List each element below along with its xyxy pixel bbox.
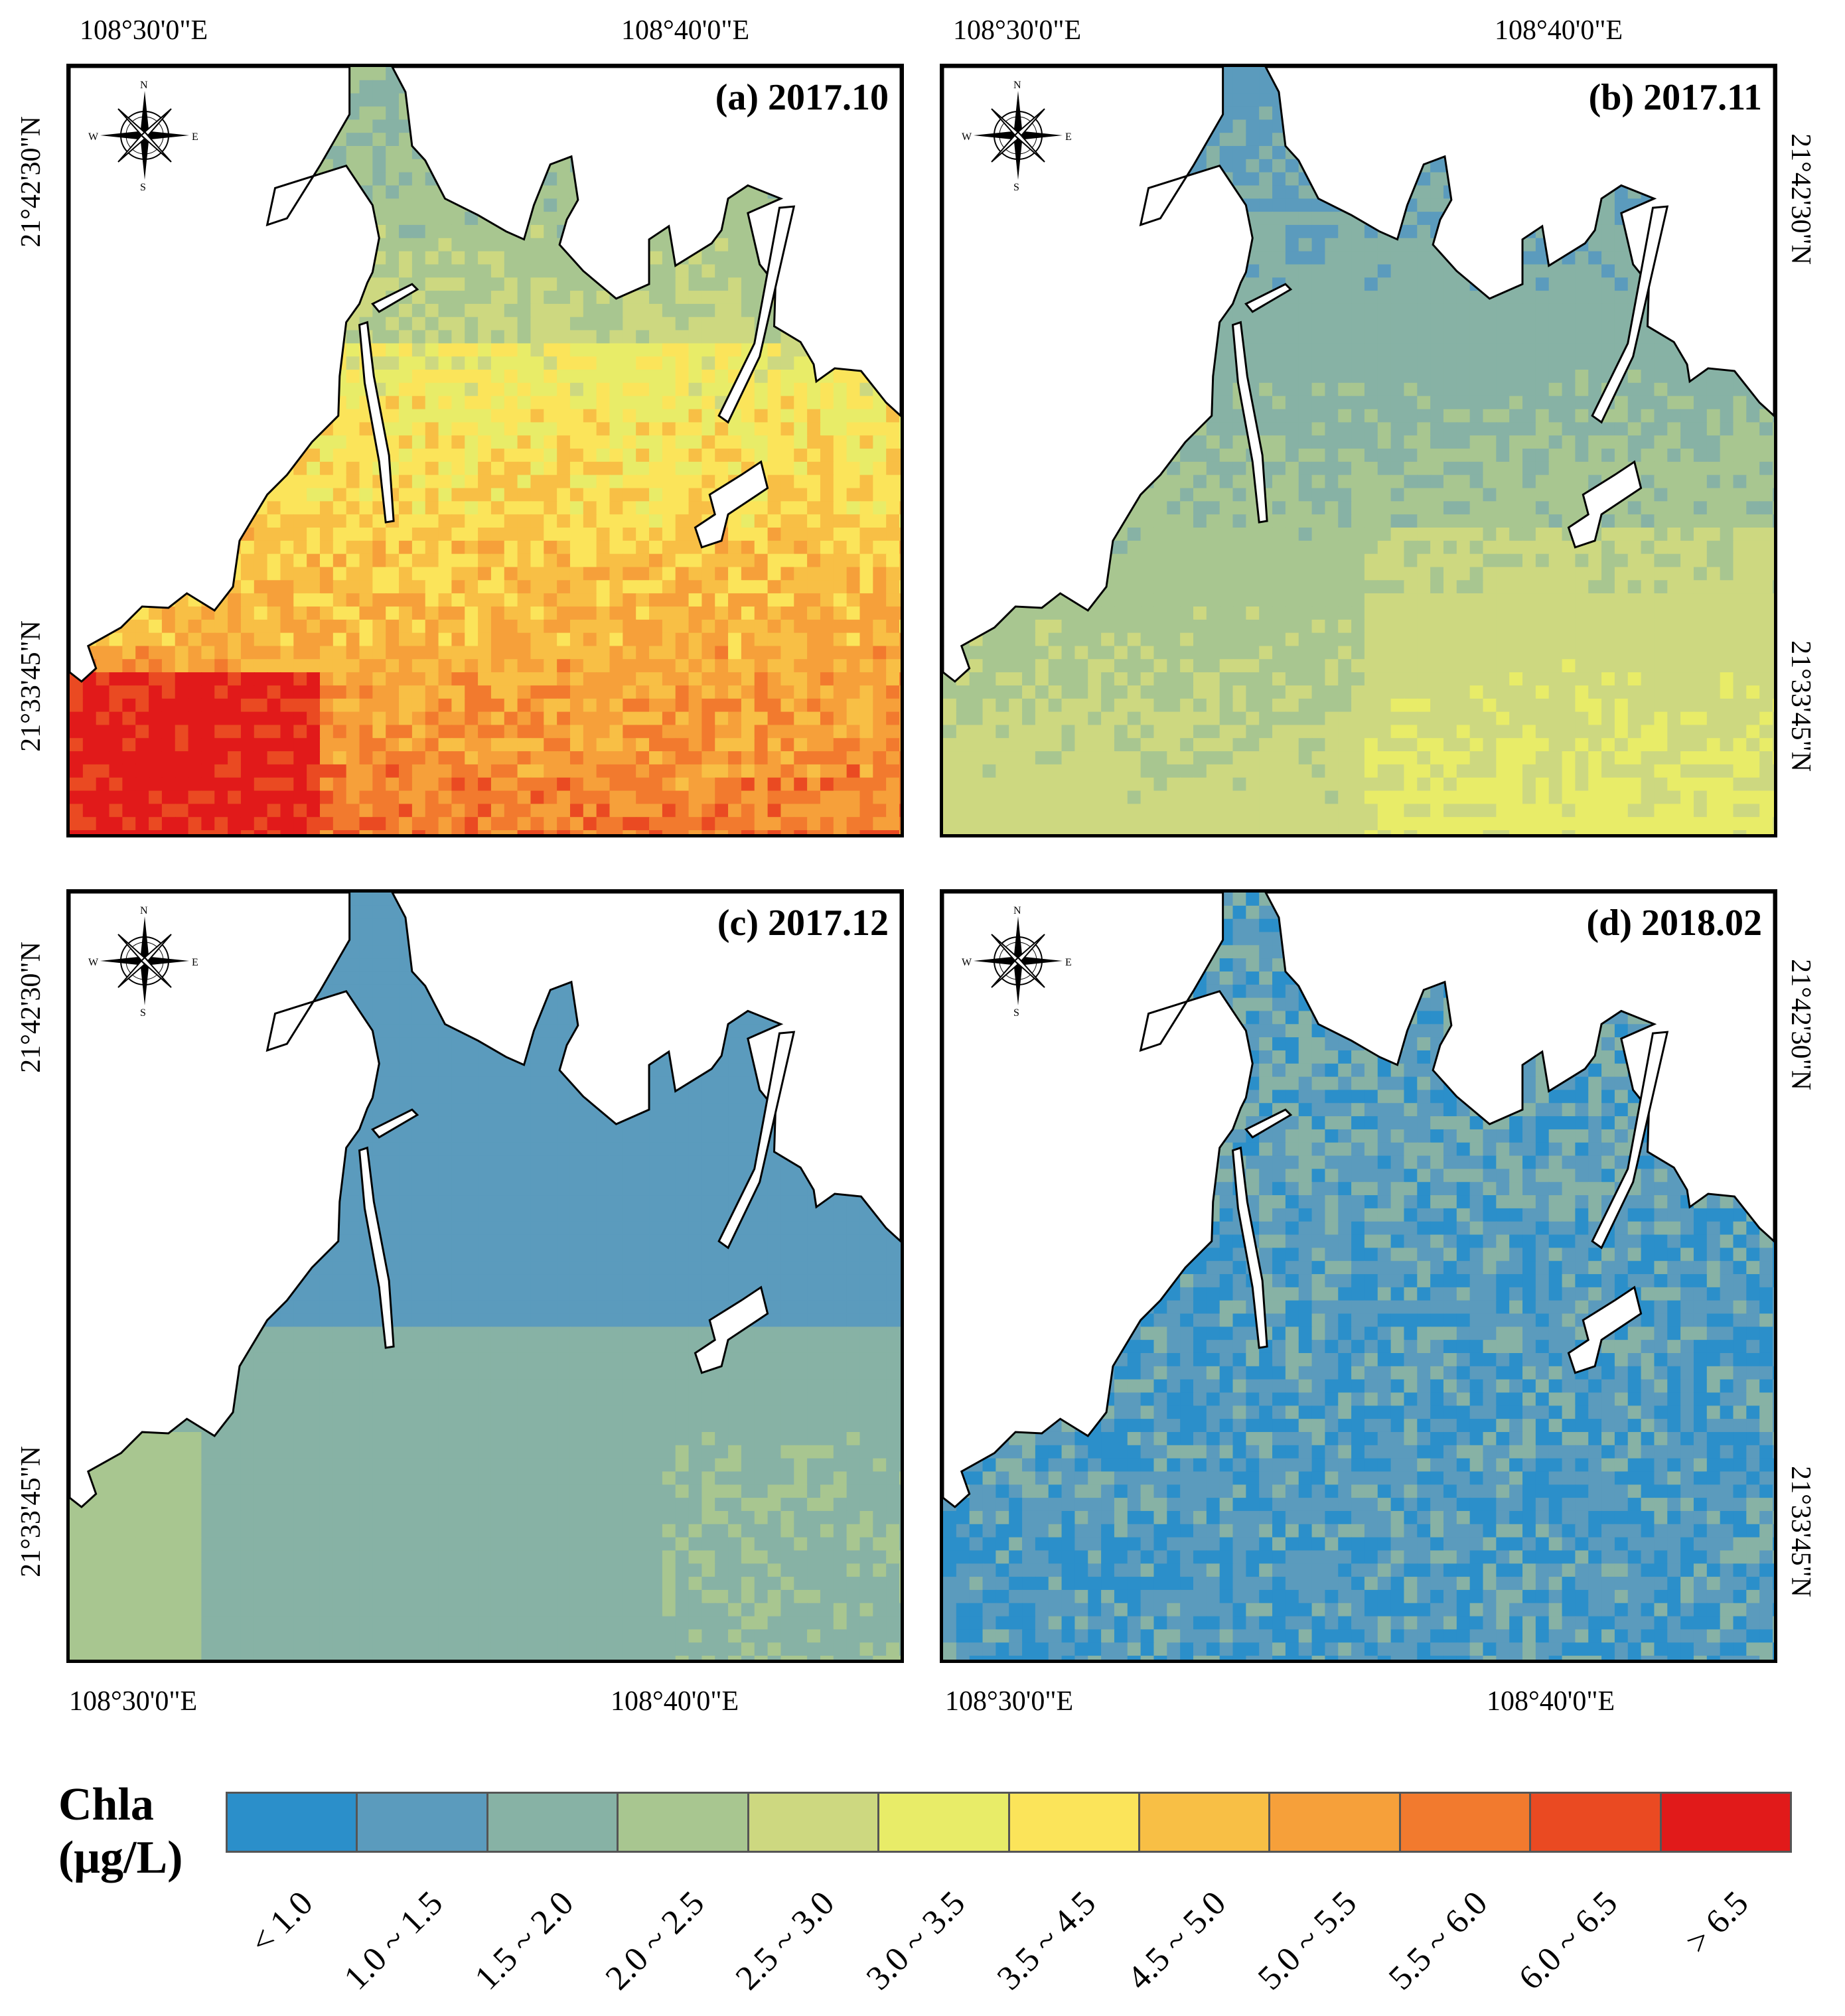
panel-title-a: (a) 2017.10 xyxy=(715,77,889,118)
lat-label-left-c2: 21°33'45"N xyxy=(15,1446,46,1577)
lat-label-right-b2: 21°33'45"N xyxy=(1785,640,1816,772)
legend-swatch xyxy=(1661,1794,1791,1851)
legend-class-label: 3.5 ~ 4.5 xyxy=(990,1884,1104,1997)
chla-map-a xyxy=(70,67,901,834)
legend-swatch xyxy=(1400,1794,1532,1851)
legend-swatch xyxy=(879,1794,1010,1851)
chla-map-c xyxy=(70,893,901,1660)
svg-text:W: W xyxy=(88,131,99,143)
lon-label-top-b1: 108°30'0"E xyxy=(953,15,1082,46)
north-arrow-icon: N S W E xyxy=(88,79,201,192)
lat-label-left-a1: 21°42'30"N xyxy=(15,116,46,248)
legend-class-label: 3.0 ~ 3.5 xyxy=(859,1884,973,1997)
chla-map-d xyxy=(943,893,1774,1660)
lon-label-top-a2: 108°40'0"E xyxy=(621,15,750,46)
compass-rose-icon: N S W E xyxy=(88,80,198,192)
svg-text:N: N xyxy=(140,80,148,91)
lon-label-top-a1: 108°30'0"E xyxy=(80,15,208,46)
lon-label-bottom-d2: 108°40'0"E xyxy=(1487,1686,1615,1717)
svg-text:S: S xyxy=(140,182,146,192)
legend-class-label: 1.0 ~ 1.5 xyxy=(337,1884,451,1997)
lon-label-bottom-c2: 108°40'0"E xyxy=(611,1686,739,1717)
legend-swatch xyxy=(228,1794,358,1851)
lon-label-top-b2: 108°40'0"E xyxy=(1495,15,1623,46)
panel-title-d: (d) 2018.02 xyxy=(1586,902,1762,944)
color-legend xyxy=(226,1792,1792,1853)
legend-class-label: 5.0 ~ 5.5 xyxy=(1250,1884,1365,1997)
legend-swatch xyxy=(1009,1794,1140,1851)
legend-class-label: 4.5 ~ 5.0 xyxy=(1120,1884,1234,1997)
compass-rose-icon: NSW E xyxy=(962,905,1072,1017)
legend-title: Chla (μg/L) xyxy=(58,1778,183,1885)
chla-map-b xyxy=(943,67,1774,834)
legend-swatch xyxy=(1531,1794,1662,1851)
lon-label-bottom-c1: 108°30'0"E xyxy=(69,1686,198,1717)
map-panel-a: N S W E (a) 2017.10 xyxy=(66,64,904,837)
lat-label-right-d1: 21°42'30"N xyxy=(1785,959,1816,1090)
compass-rose-icon: NSW E xyxy=(962,80,1072,192)
legend-swatch xyxy=(619,1794,749,1851)
legend-title-variable: Chla xyxy=(58,1779,154,1830)
lat-label-right-b1: 21°42'30"N xyxy=(1785,133,1816,265)
legend-class-label: 6.0 ~ 6.5 xyxy=(1512,1884,1625,1997)
legend-swatch xyxy=(749,1794,880,1851)
compass-rose-icon: NSW E xyxy=(88,905,198,1017)
legend-swatch xyxy=(488,1794,619,1851)
legend-class-label: 5.5 ~ 6.0 xyxy=(1381,1884,1495,1997)
lon-label-bottom-d1: 108°30'0"E xyxy=(945,1686,1074,1717)
legend-swatch xyxy=(358,1794,488,1851)
legend-class-label: 2.0 ~ 2.5 xyxy=(598,1884,712,1997)
lat-label-left-a2: 21°33'45"N xyxy=(15,620,46,752)
panel-title-b: (b) 2017.11 xyxy=(1588,77,1762,118)
legend-title-unit: (μg/L) xyxy=(58,1832,183,1883)
svg-text:E: E xyxy=(192,131,198,143)
legend-swatch xyxy=(1270,1794,1401,1851)
legend-class-label: 2.5 ~ 3.0 xyxy=(729,1884,842,1997)
legend-class-label: < 1.0 xyxy=(242,1884,321,1962)
panel-title-c: (c) 2017.12 xyxy=(717,902,889,944)
lat-label-left-c1: 21°42'30"N xyxy=(15,942,46,1073)
legend-swatch xyxy=(1140,1794,1271,1851)
legend-class-label: > 6.5 xyxy=(1678,1884,1756,1962)
lat-label-right-d2: 21°33'45"N xyxy=(1785,1466,1816,1597)
legend-class-label: 1.5 ~ 2.0 xyxy=(467,1884,581,1997)
